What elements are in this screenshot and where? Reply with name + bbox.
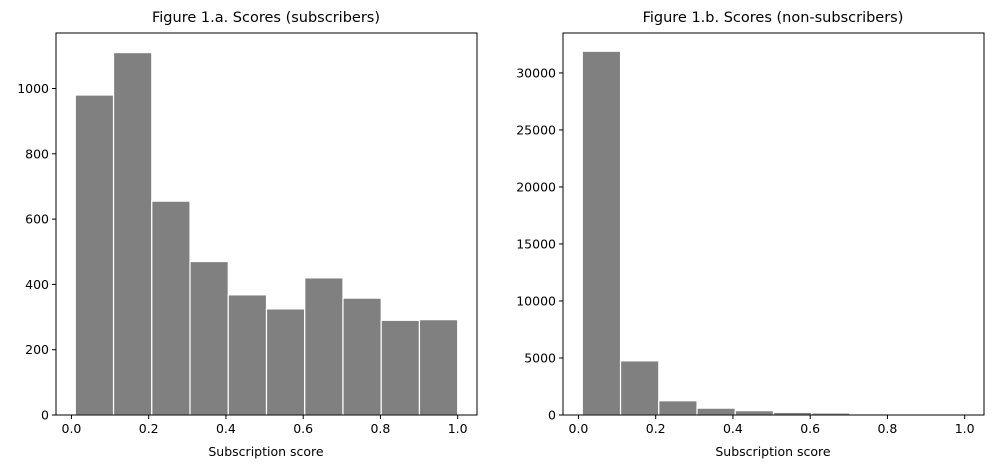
non-subscribers-bars <box>581 50 966 416</box>
non-subscribers-bar <box>696 407 736 416</box>
non-subscribers-x-tick-label: 1.0 <box>955 421 975 436</box>
non-subscribers-y-tick-label: 0 <box>548 408 556 423</box>
subscribers-bar <box>74 94 115 416</box>
non-subscribers-y-tick-label: 10000 <box>516 293 556 308</box>
subscribers-x-tick-label: 0.4 <box>216 421 236 436</box>
non-subscribers-bar <box>619 360 660 416</box>
subscribers-bar <box>380 319 421 416</box>
non-subscribers-y-axis: 0 5000 10000 15000 20000 25000 30000 <box>516 65 563 423</box>
subscribers-x-axis-label: Subscription score <box>208 444 324 459</box>
subscribers-bar <box>304 277 344 416</box>
subscribers-y-tick-label: 0 <box>41 408 49 423</box>
non-subscribers-x-axis: 0.0 0.2 0.4 0.6 0.8 1.0 <box>569 415 975 436</box>
subscribers-y-tick-label: 800 <box>25 146 49 161</box>
subscribers-x-tick-label: 0.2 <box>139 421 159 436</box>
non-subscribers-chart-title: Figure 1.b. Scores (non-subscribers) <box>643 10 904 26</box>
non-subscribers-x-tick-label: 0.6 <box>800 421 820 436</box>
non-subscribers-x-tick-label: 0.2 <box>646 421 666 436</box>
subscribers-bar <box>342 297 382 416</box>
subscribers-bar <box>227 294 268 416</box>
non-subscribers-y-tick-label: 25000 <box>516 122 556 137</box>
non-subscribers-x-tick-label: 0.0 <box>569 421 589 436</box>
non-subscribers-y-tick-label: 20000 <box>516 179 556 194</box>
subscribers-y-tick-label: 200 <box>25 342 49 357</box>
subscribers-y-tick-label: 400 <box>25 277 49 292</box>
subscribers-y-tick-label: 1000 <box>17 81 49 96</box>
subscribers-x-tick-label: 1.0 <box>448 421 468 436</box>
non-subscribers-plot-frame <box>562 32 985 416</box>
subscribers-y-tick-label: 600 <box>25 212 49 227</box>
subscribers-histogram-panel: Figure 1.a. Scores (subscribers) 0 200 400… <box>17 10 478 459</box>
subscribers-x-axis: 0.0 0.2 0.4 0.6 0.8 1.0 <box>62 415 468 436</box>
non-subscribers-x-tick-label: 0.8 <box>877 421 897 436</box>
subscribers-x-tick-label: 0.8 <box>370 421 390 436</box>
non-subscribers-bar <box>734 410 775 416</box>
subscribers-bars <box>74 51 459 416</box>
subscribers-x-tick-label: 0.6 <box>293 421 313 436</box>
subscribers-bar <box>265 308 306 416</box>
subscribers-y-axis: 0 200 400 600 800 1000 <box>17 81 56 423</box>
non-subscribers-x-tick-label: 0.4 <box>723 421 743 436</box>
subscribers-bar <box>189 260 229 416</box>
subscribers-bar <box>418 319 459 416</box>
non-subscribers-x-axis-label: Subscription score <box>715 444 831 459</box>
non-subscribers-y-tick-label: 5000 <box>524 350 556 365</box>
subscribers-bar <box>151 200 191 416</box>
non-subscribers-y-tick-label: 15000 <box>516 236 556 251</box>
subscribers-bar <box>112 51 153 416</box>
subscribers-chart-title: Figure 1.a. Scores (subscribers) <box>152 10 380 26</box>
non-subscribers-bar <box>658 400 698 416</box>
subscribers-plot-frame <box>55 32 478 416</box>
non-subscribers-bar <box>581 50 622 416</box>
subscribers-x-tick-label: 0.0 <box>62 421 82 436</box>
non-subscribers-y-tick-label: 30000 <box>516 65 556 80</box>
non-subscribers-histogram-panel: Figure 1.b. Scores (non-subscribers) 0 50… <box>516 10 985 459</box>
